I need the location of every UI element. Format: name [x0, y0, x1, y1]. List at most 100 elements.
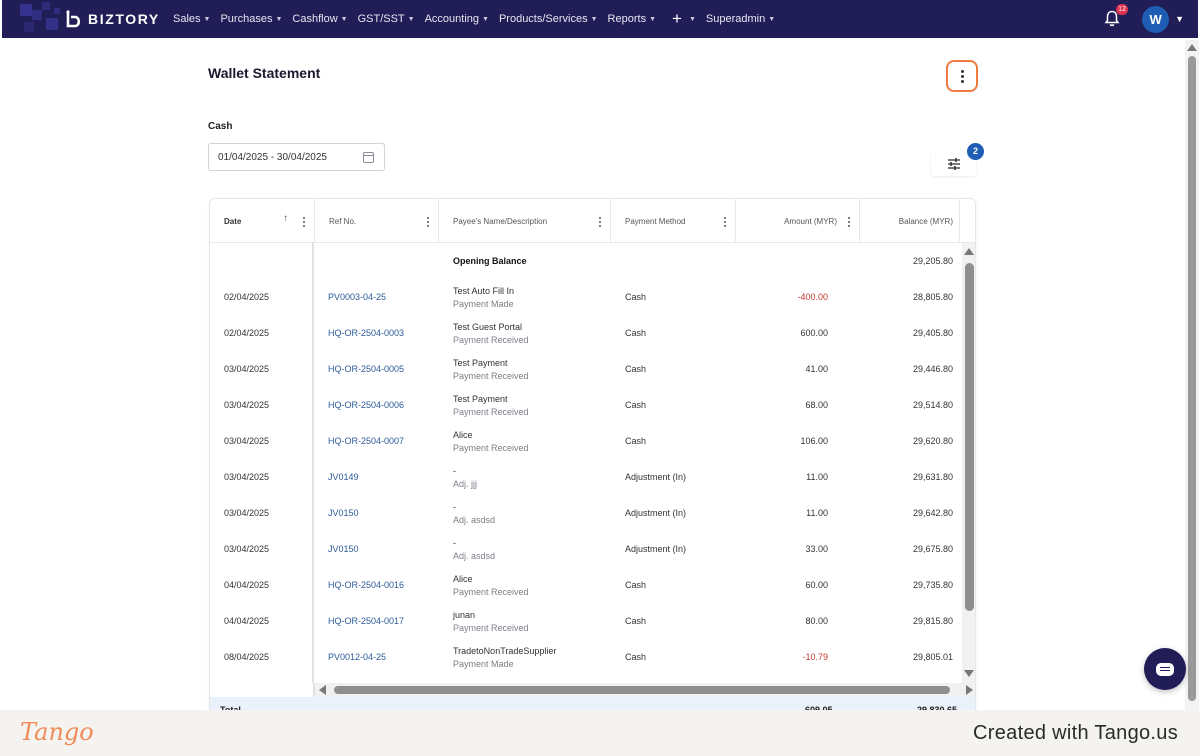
- table-horizontal-scrollbar[interactable]: [315, 683, 975, 697]
- payment-method-cell: Adjustment (In): [625, 544, 687, 554]
- table-row[interactable]: 04/04/2025 HQ-OR-2504-0016 Alice Payment Re…: [210, 567, 962, 603]
- payee-name: -: [453, 537, 456, 548]
- table-row[interactable]: 03/04/2025 HQ-OR-2504-0005 Test Payment Pay…: [210, 351, 962, 387]
- top-navbar: BIZTORY Sales ▼ Purchases ▼ Cashflow ▼ GST/…: [2, 0, 1198, 38]
- table-row[interactable]: 03/04/2025 JV0150 - Adj. asdsd Adjustment (I…: [210, 531, 962, 567]
- table-vertical-scrollbar[interactable]: [962, 243, 975, 683]
- scroll-up-arrow-icon[interactable]: [1187, 44, 1197, 51]
- amount-cell: 80.00: [805, 616, 828, 626]
- ref-no-link[interactable]: HQ-OR-2504-0006: [328, 400, 405, 410]
- column-menu-icon[interactable]: [427, 217, 429, 227]
- biztory-logo-icon: [64, 9, 84, 29]
- column-menu-icon[interactable]: [848, 217, 850, 227]
- chevron-down-icon[interactable]: ▼: [1175, 14, 1184, 24]
- ref-no-link[interactable]: PV0003-04-25: [328, 292, 387, 302]
- page-title: Wallet Statement: [208, 65, 321, 81]
- nav-products-services[interactable]: Products/Services ▼: [494, 13, 603, 25]
- date-cell: 04/04/2025: [224, 580, 270, 590]
- vertical-dots-icon: [960, 69, 964, 83]
- column-header-ref-no[interactable]: Ref No.: [315, 199, 439, 243]
- column-header-date[interactable]: Date ↑: [210, 199, 315, 243]
- chevron-down-icon: ▼: [340, 15, 348, 23]
- column-menu-icon[interactable]: [724, 217, 726, 227]
- nav-quick-add[interactable]: + ▼: [661, 9, 701, 29]
- scroll-down-arrow-icon[interactable]: [964, 670, 974, 677]
- column-header-payee[interactable]: Payee's Name/Description: [439, 199, 611, 243]
- page-vertical-scrollbar[interactable]: [1185, 40, 1199, 715]
- nav-gst-sst[interactable]: GST/SST ▼: [353, 13, 420, 25]
- column-label: Ref No.: [329, 216, 357, 226]
- scroll-thumb[interactable]: [965, 263, 974, 611]
- payee-name: -: [453, 465, 456, 476]
- wallet-statement-table: Date ↑ Ref No. Payee's Name/Description …: [209, 198, 976, 718]
- payment-method-cell: Cash: [625, 580, 647, 590]
- balance-cell: 29,642.80: [912, 508, 953, 518]
- date-cell: 02/04/2025: [224, 292, 270, 302]
- notifications-button[interactable]: 12: [1104, 4, 1129, 28]
- payee-cell: Test Payment Payment Received: [453, 351, 529, 387]
- amount-cell: 60.00: [805, 580, 828, 590]
- table-row[interactable]: 04/04/2025 HQ-OR-2504-0017 junan Payment Re…: [210, 603, 962, 639]
- ref-no-link[interactable]: JV0149: [328, 472, 359, 482]
- amount-cell: 11.00: [806, 472, 828, 482]
- nav-purchases[interactable]: Purchases ▼: [215, 13, 287, 25]
- payee-cell: junan Payment Received: [453, 603, 529, 639]
- more-options-button[interactable]: [946, 60, 978, 92]
- payee-cell: TradetoNonTradeSupplier Payment Made: [453, 639, 556, 675]
- nav-user-area: 12 W ▼: [1104, 0, 1184, 38]
- column-label: Date: [224, 216, 242, 226]
- ref-no-link[interactable]: HQ-OR-2504-0003: [328, 328, 405, 338]
- calendar-icon[interactable]: [363, 152, 374, 163]
- ref-no-link[interactable]: HQ-OR-2504-0016: [328, 580, 405, 590]
- amount-cell: 600.00: [800, 328, 828, 338]
- ref-no-link[interactable]: HQ-OR-2504-0005: [328, 364, 405, 374]
- payee-cell: Alice Payment Received: [453, 567, 529, 603]
- nav-label: GST/SST: [357, 13, 405, 25]
- scroll-up-arrow-icon[interactable]: [964, 248, 974, 255]
- ref-no-link[interactable]: HQ-OR-2504-0017: [328, 616, 405, 626]
- opening-balance-label: Opening Balance: [453, 256, 527, 266]
- scroll-thumb[interactable]: [334, 686, 950, 694]
- table-row[interactable]: 03/04/2025 HQ-OR-2504-0007 Alice Payment Re…: [210, 423, 962, 459]
- payment-method-cell: Cash: [625, 652, 647, 662]
- chat-support-button[interactable]: [1144, 648, 1186, 690]
- nav-accounting[interactable]: Accounting ▼: [420, 13, 494, 25]
- column-menu-icon[interactable]: [599, 217, 601, 227]
- chevron-down-icon: ▼: [203, 15, 211, 23]
- table-row[interactable]: 02/04/2025 HQ-OR-2504-0003 Test Guest Port…: [210, 315, 962, 351]
- date-cell: 03/04/2025: [224, 472, 270, 482]
- scroll-left-arrow-icon[interactable]: [319, 685, 326, 695]
- table-row[interactable]: 03/04/2025 JV0150 - Adj. asdsd Adjustment (I…: [210, 495, 962, 531]
- balance-cell: 29,405.80: [912, 328, 953, 338]
- sort-ascending-icon[interactable]: ↑: [283, 213, 288, 224]
- payee-description: Payment Made: [453, 658, 514, 669]
- ref-no-link[interactable]: JV0150: [328, 544, 359, 554]
- table-row[interactable]: 03/04/2025 HQ-OR-2504-0006 Test Payment Pay…: [210, 387, 962, 423]
- ref-no-link[interactable]: HQ-OR-2504-0007: [328, 436, 405, 446]
- table-row[interactable]: 08/04/2025 PV0012-04-25 TradetoNonTradeSup…: [210, 639, 962, 675]
- table-row[interactable]: 03/04/2025 JV0149 - Adj. jjj Adjustment (In)…: [210, 459, 962, 495]
- scroll-right-arrow-icon[interactable]: [966, 685, 973, 695]
- column-header-payment-method[interactable]: Payment Method: [611, 199, 736, 243]
- nav-superadmin[interactable]: Superadmin ▼: [701, 13, 780, 25]
- balance-cell: 29,631.80: [912, 472, 953, 482]
- nav-cashflow[interactable]: Cashflow ▼: [287, 13, 352, 25]
- nav-reports[interactable]: Reports ▼: [603, 13, 661, 25]
- main-menu: Sales ▼ Purchases ▼ Cashflow ▼ GST/SST ▼ Acc…: [168, 9, 780, 29]
- date-cell: 04/04/2025: [224, 616, 270, 626]
- balance-cell: 29,735.80: [912, 580, 953, 590]
- user-avatar[interactable]: W: [1142, 5, 1170, 33]
- payee-cell: Test Auto Fill In Payment Made: [453, 279, 514, 315]
- ref-no-link[interactable]: JV0150: [328, 508, 359, 518]
- column-header-balance[interactable]: Balance (MYR): [860, 199, 960, 243]
- nav-sales[interactable]: Sales ▼: [168, 13, 215, 25]
- payee-name: Test Guest Portal: [453, 321, 523, 332]
- opening-balance-row: Opening Balance 29,205.80: [210, 243, 962, 279]
- scroll-thumb[interactable]: [1188, 56, 1196, 701]
- ref-no-link[interactable]: PV0012-04-25: [328, 652, 387, 662]
- brand-logo[interactable]: BIZTORY: [2, 0, 162, 38]
- date-range-input[interactable]: 01/04/2025 - 30/04/2025: [208, 143, 385, 171]
- table-row[interactable]: 02/04/2025 PV0003-04-25 Test Auto Fill In P…: [210, 279, 962, 315]
- column-header-amount[interactable]: Amount (MYR): [736, 199, 860, 243]
- column-menu-icon[interactable]: [303, 217, 305, 227]
